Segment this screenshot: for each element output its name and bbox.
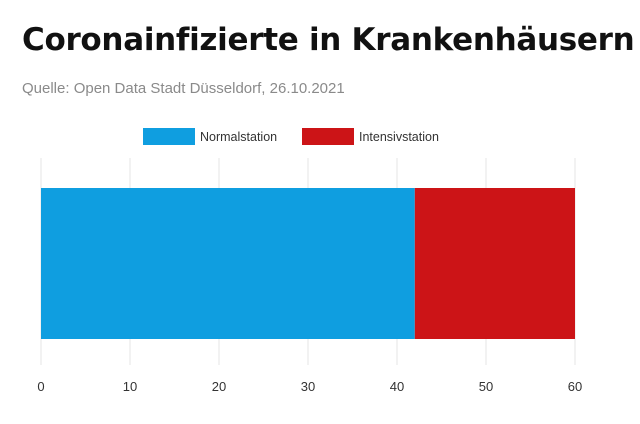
x-tick-label-0: 0 bbox=[37, 379, 44, 394]
bar-intensivstation bbox=[414, 188, 575, 339]
bars bbox=[41, 188, 575, 339]
chart-title: Coronainfizierte in Krankenhäusern bbox=[22, 22, 635, 58]
legend: Normalstation Intensivstation bbox=[0, 128, 640, 150]
legend-item-intensivstation: Intensivstation bbox=[302, 128, 439, 145]
legend-swatch-intensivstation bbox=[302, 128, 354, 145]
legend-label-intensivstation: Intensivstation bbox=[359, 129, 439, 144]
x-tick-label-10: 10 bbox=[123, 379, 137, 394]
x-tick-label-20: 20 bbox=[212, 379, 226, 394]
x-tick-label-50: 50 bbox=[479, 379, 493, 394]
bar-normalstation bbox=[41, 188, 415, 339]
x-tick-label-30: 30 bbox=[301, 379, 315, 394]
legend-item-normalstation: Normalstation bbox=[143, 128, 277, 145]
x-axis-ticks: 0 10 20 30 40 50 60 bbox=[37, 379, 582, 394]
x-tick-label-60: 60 bbox=[568, 379, 582, 394]
legend-swatch-normalstation bbox=[143, 128, 195, 145]
x-tick-label-40: 40 bbox=[390, 379, 404, 394]
legend-label-normalstation: Normalstation bbox=[200, 129, 278, 144]
chart-subtitle: Quelle: Open Data Stadt Düsseldorf, 26.1… bbox=[22, 80, 345, 97]
